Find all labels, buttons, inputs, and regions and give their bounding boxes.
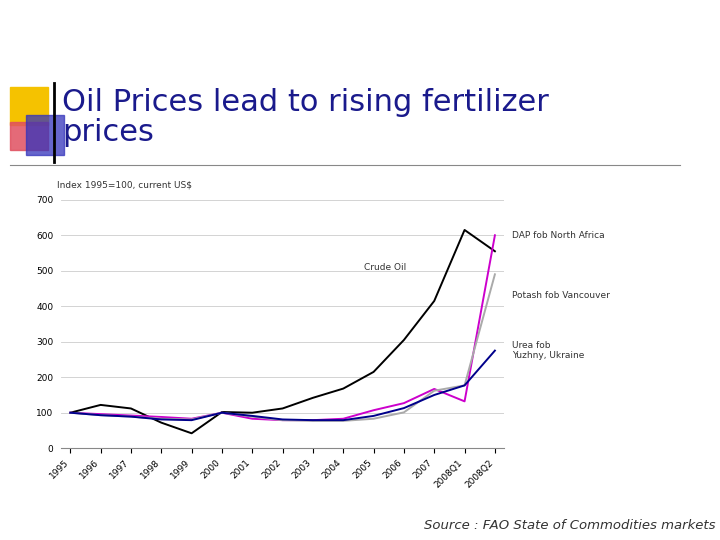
Bar: [10, 122, 48, 150]
Text: Urea fob
Yuzhny, Ukraine: Urea fob Yuzhny, Ukraine: [512, 341, 585, 360]
Text: DAP fob North Africa: DAP fob North Africa: [512, 231, 605, 240]
Text: prices: prices: [62, 118, 154, 147]
Text: Oil Prices lead to rising fertilizer: Oil Prices lead to rising fertilizer: [62, 88, 549, 117]
Text: Index 1995=100, current US$: Index 1995=100, current US$: [57, 181, 192, 190]
Text: Potash fob Vancouver: Potash fob Vancouver: [512, 291, 610, 300]
Bar: [26, 115, 64, 155]
Bar: [10, 87, 48, 125]
Text: Source : FAO State of Commodities markets: Source : FAO State of Commodities market…: [423, 519, 715, 532]
Text: Crude Oil: Crude Oil: [364, 263, 407, 272]
